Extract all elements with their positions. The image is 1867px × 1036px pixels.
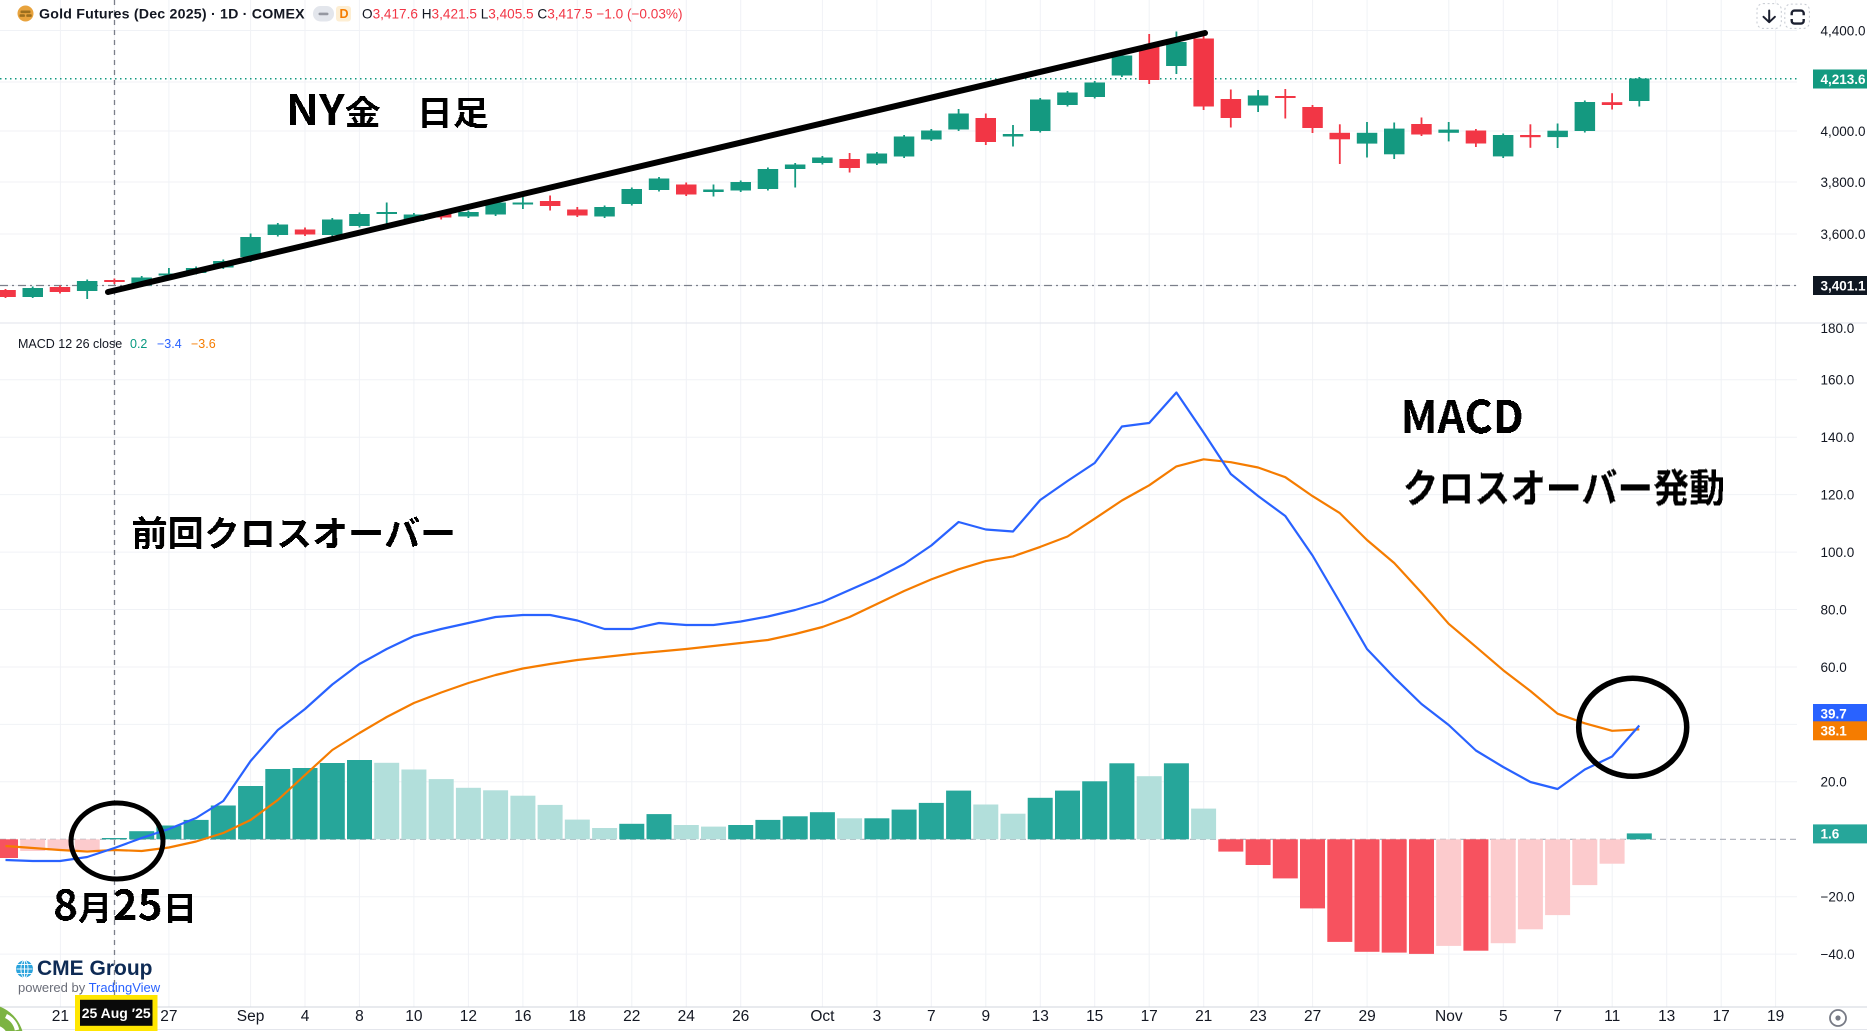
svg-text:7: 7 [1553, 1008, 1562, 1025]
svg-text:19: 19 [1767, 1008, 1784, 1025]
svg-text:16: 16 [514, 1008, 531, 1025]
svg-text:38.1: 38.1 [1821, 724, 1848, 739]
svg-text:24: 24 [678, 1008, 696, 1025]
svg-text:O3,417.6 H3,421.5 L3,405.5 C3,: O3,417.6 H3,421.5 L3,405.5 C3,417.5 −1.0… [362, 7, 683, 22]
svg-text:D: D [340, 7, 349, 21]
svg-text:3: 3 [873, 1008, 882, 1025]
svg-text:100.0: 100.0 [1821, 545, 1855, 560]
svg-text:15: 15 [1086, 1008, 1103, 1025]
svg-text:27: 27 [160, 1008, 177, 1025]
svg-text:3,401.1: 3,401.1 [1821, 278, 1867, 293]
svg-text:120.0: 120.0 [1821, 487, 1855, 502]
svg-text:−3.4: −3.4 [157, 337, 182, 351]
svg-text:180.0: 180.0 [1821, 321, 1855, 336]
svg-text:−40.0: −40.0 [1821, 947, 1855, 962]
svg-text:21: 21 [52, 1008, 69, 1025]
svg-text:4,213.6: 4,213.6 [1821, 72, 1867, 87]
svg-text:11: 11 [1604, 1008, 1620, 1025]
svg-text:23: 23 [1249, 1008, 1266, 1025]
svg-text:4,400.0: 4,400.0 [1821, 24, 1866, 39]
svg-text:1.6: 1.6 [1821, 827, 1840, 842]
svg-text:10: 10 [405, 1008, 423, 1025]
svg-text:0.2: 0.2 [130, 337, 147, 351]
svg-text:3,600.0: 3,600.0 [1821, 227, 1866, 242]
svg-text:Sep: Sep [237, 1008, 265, 1025]
svg-text:21: 21 [1195, 1008, 1212, 1025]
svg-text:27: 27 [1304, 1008, 1321, 1025]
svg-text:80.0: 80.0 [1821, 602, 1847, 617]
svg-text:20.0: 20.0 [1821, 775, 1847, 790]
svg-text:12: 12 [460, 1008, 477, 1025]
svg-text:39.7: 39.7 [1821, 706, 1847, 721]
svg-text:4,000.0: 4,000.0 [1821, 124, 1866, 139]
svg-text:26: 26 [732, 1008, 749, 1025]
svg-text:8: 8 [355, 1008, 364, 1025]
svg-text:3,800.0: 3,800.0 [1821, 175, 1866, 190]
svg-text:60.0: 60.0 [1821, 660, 1847, 675]
svg-text:−3.6: −3.6 [191, 337, 216, 351]
svg-text:9: 9 [981, 1008, 990, 1025]
svg-text:7: 7 [927, 1008, 936, 1025]
svg-text:17: 17 [1141, 1008, 1158, 1025]
svg-text:17: 17 [1713, 1008, 1730, 1025]
svg-text:CME Group: CME Group [37, 957, 153, 980]
svg-text:22: 22 [623, 1008, 640, 1025]
svg-text:25 Aug ′25: 25 Aug ′25 [82, 1005, 151, 1021]
svg-text:5: 5 [1499, 1008, 1508, 1025]
svg-text:29: 29 [1358, 1008, 1375, 1025]
svg-text:4: 4 [301, 1008, 310, 1025]
svg-text:powered by TradingView: powered by TradingView [18, 980, 161, 995]
svg-text:18: 18 [569, 1008, 586, 1025]
svg-text:Oct: Oct [810, 1008, 835, 1025]
svg-text:13: 13 [1032, 1008, 1049, 1025]
svg-text:140.0: 140.0 [1821, 430, 1855, 445]
svg-text:13: 13 [1658, 1008, 1675, 1025]
svg-text:Gold Futures (Dec 2025) · 1D ·: Gold Futures (Dec 2025) · 1D · COMEX [39, 7, 305, 23]
svg-text:MACD 12 26 close: MACD 12 26 close [18, 337, 122, 351]
svg-text:160.0: 160.0 [1821, 373, 1855, 388]
svg-text:−20.0: −20.0 [1821, 890, 1855, 905]
svg-text:Nov: Nov [1435, 1008, 1463, 1025]
